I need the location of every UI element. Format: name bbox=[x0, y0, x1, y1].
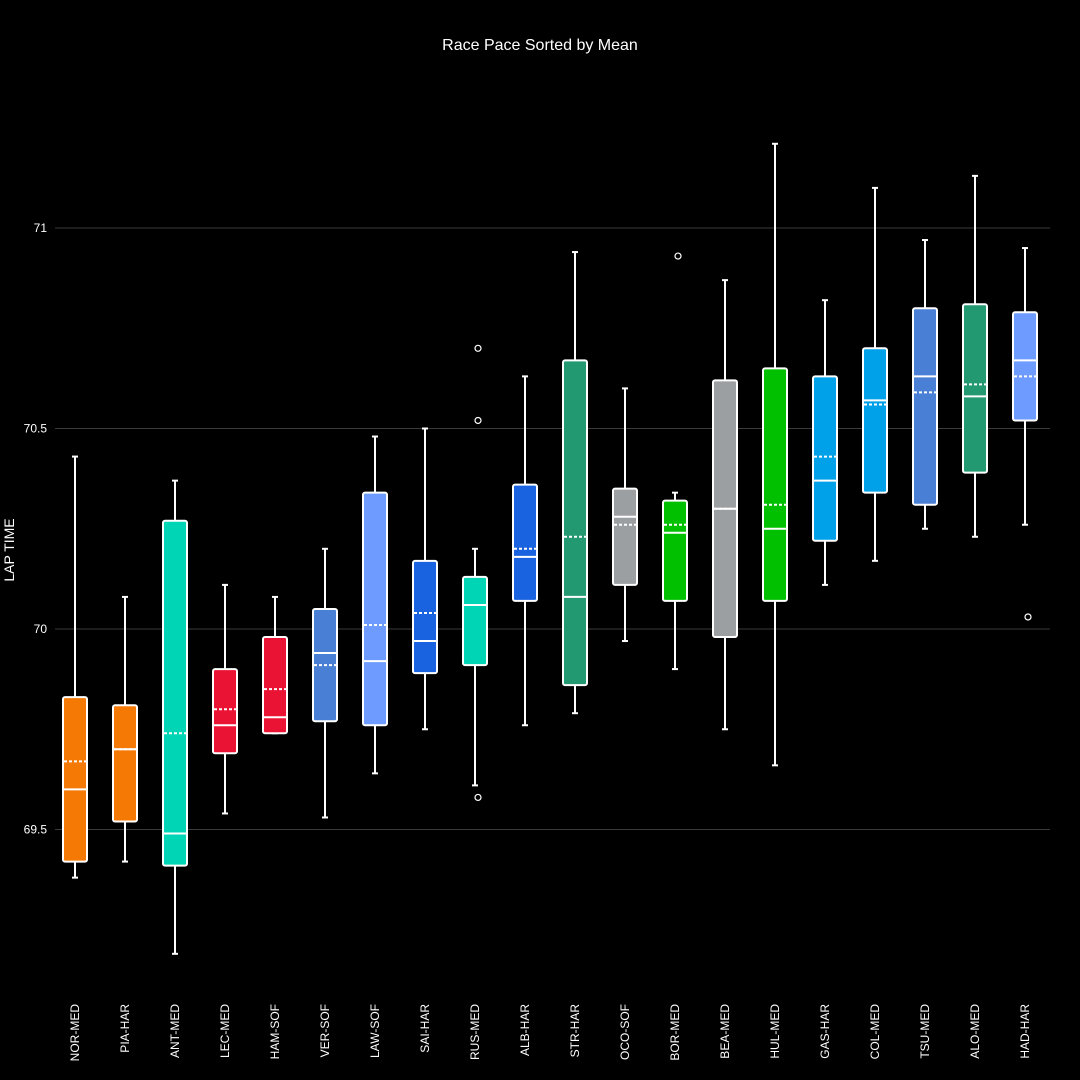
outlier-point bbox=[474, 344, 482, 352]
y-axis-label: LAP TIME bbox=[1, 518, 17, 581]
y-tick-label: 69.5 bbox=[24, 823, 48, 837]
box bbox=[62, 696, 88, 863]
x-tick-label: ALO-MED bbox=[968, 1004, 982, 1059]
box bbox=[112, 704, 138, 823]
box-lec-med bbox=[212, 583, 238, 815]
box bbox=[612, 487, 638, 586]
box-ant-med bbox=[162, 479, 188, 955]
box bbox=[162, 519, 188, 867]
box bbox=[662, 499, 688, 602]
box-col-med bbox=[862, 186, 888, 562]
outlier-point bbox=[1024, 613, 1032, 621]
x-tick-label: TSU-MED bbox=[918, 1004, 932, 1059]
box bbox=[512, 483, 538, 602]
y-tick-labels: 69.5 70 70.5 71 bbox=[24, 221, 48, 837]
box bbox=[462, 575, 488, 667]
outlier-point bbox=[474, 416, 482, 425]
grid-lines bbox=[55, 227, 1050, 830]
x-tick-label: NOR-MED bbox=[68, 1004, 82, 1062]
box bbox=[962, 303, 988, 474]
box-alo-med bbox=[962, 174, 988, 538]
box-rus-med bbox=[462, 344, 488, 802]
x-tick-label: BOR-MED bbox=[668, 1004, 682, 1061]
box bbox=[562, 359, 588, 687]
box-gas-har bbox=[812, 299, 838, 586]
x-tick-label: RUS-MED bbox=[468, 1004, 482, 1060]
x-tick-labels: NOR-MED PIA-HAR ANT-MED LEC-MED HAM-SOF VER-S… bbox=[68, 1004, 1032, 1062]
box bbox=[1012, 311, 1038, 422]
box bbox=[262, 636, 288, 735]
box-str-har bbox=[562, 251, 588, 715]
box bbox=[762, 367, 788, 602]
box bbox=[862, 347, 888, 494]
box-oco-sof bbox=[612, 387, 638, 643]
box-ver-sof bbox=[312, 547, 338, 819]
x-tick-label: COL-MED bbox=[868, 1004, 882, 1060]
box bbox=[362, 491, 388, 727]
box-tsu-med bbox=[912, 239, 938, 530]
y-tick-label: 70.5 bbox=[24, 422, 48, 436]
box bbox=[812, 375, 838, 542]
x-tick-label: STR-HAR bbox=[568, 1004, 582, 1058]
outlier-point bbox=[674, 252, 682, 260]
x-tick-label: VER-SOF bbox=[318, 1004, 332, 1057]
box-plots bbox=[62, 142, 1038, 955]
x-tick-label: GAS-HAR bbox=[818, 1004, 832, 1059]
box-bea-med bbox=[712, 279, 738, 731]
chart-title: Race Pace Sorted by Mean bbox=[442, 37, 638, 54]
box-nor-med bbox=[62, 455, 88, 879]
box-pia-har bbox=[112, 595, 138, 863]
y-tick-label: 70 bbox=[34, 622, 48, 636]
box-sai-har bbox=[412, 427, 438, 731]
x-tick-label: PIA-HAR bbox=[118, 1004, 132, 1053]
box-alb-har bbox=[512, 375, 538, 727]
x-tick-label: HUL-MED bbox=[768, 1004, 782, 1059]
x-tick-label: HAM-SOF bbox=[268, 1004, 282, 1059]
box bbox=[912, 307, 938, 506]
box bbox=[412, 559, 438, 675]
box-hul-med bbox=[762, 142, 788, 767]
box-law-sof bbox=[362, 435, 388, 775]
x-tick-label: ALB-HAR bbox=[518, 1004, 532, 1056]
x-tick-label: BEA-MED bbox=[718, 1004, 732, 1059]
x-tick-label: ANT-MED bbox=[168, 1004, 182, 1058]
x-tick-label: HAD-HAR bbox=[1018, 1004, 1032, 1059]
y-tick-label: 71 bbox=[34, 221, 48, 235]
x-tick-label: LEC-MED bbox=[218, 1004, 232, 1058]
x-tick-label: LAW-SOF bbox=[368, 1004, 382, 1058]
box-ham-sof bbox=[262, 595, 288, 735]
outlier-point bbox=[474, 793, 482, 802]
x-tick-label: SAI-HAR bbox=[418, 1004, 432, 1053]
x-tick-label: OCO-SOF bbox=[618, 1004, 632, 1060]
box-bor-med bbox=[662, 252, 688, 671]
box bbox=[212, 668, 238, 755]
box-had-har bbox=[1012, 247, 1038, 621]
